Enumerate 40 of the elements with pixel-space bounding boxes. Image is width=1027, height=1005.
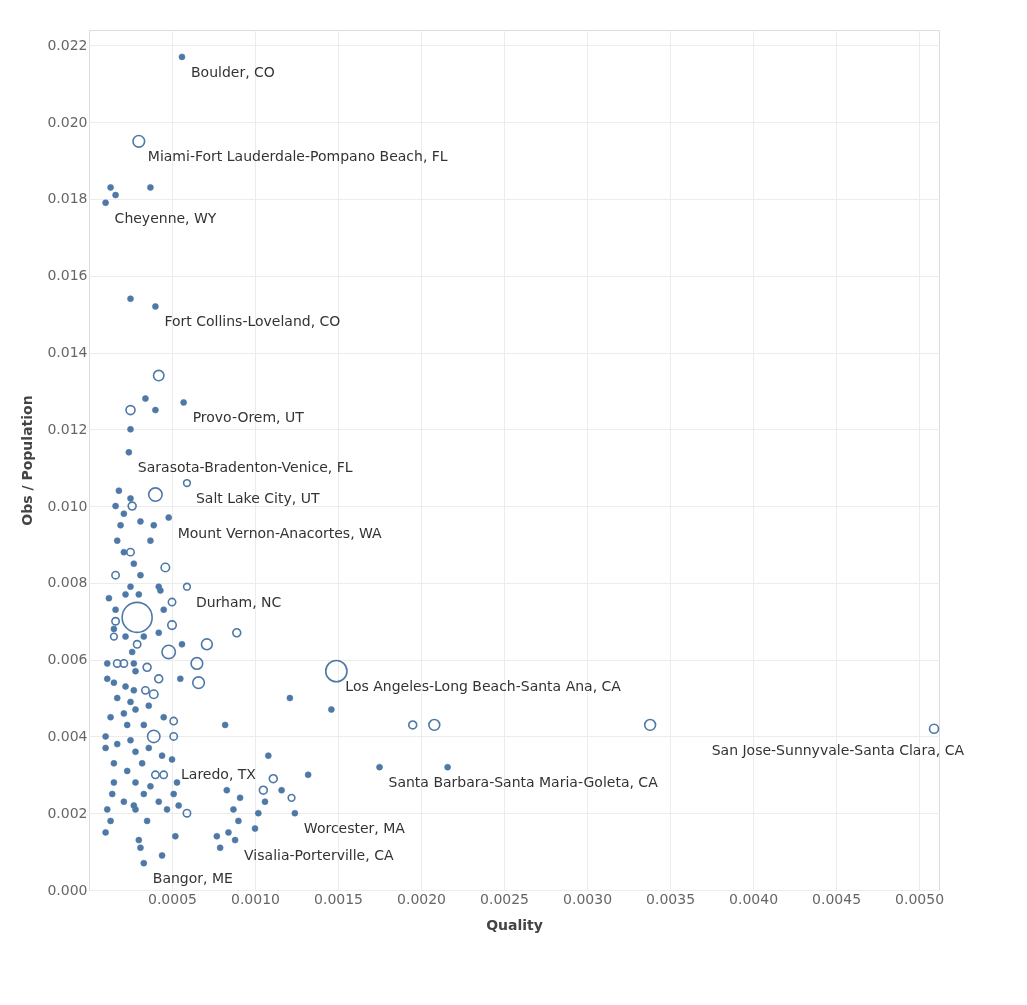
annotation: San Jose-Sunnyvale-Santa Clara, CA	[711, 741, 965, 758]
x-tick-label: 0.0015	[314, 890, 364, 907]
x-tick-label: 0.0010	[231, 890, 281, 907]
y-tick-label: 0.018	[47, 190, 88, 207]
annotation: Miami-Fort Lauderdale-Pompano Beach, FL	[147, 148, 448, 165]
annotation: Cheyenne, WY	[114, 209, 217, 226]
y-tick-label: 0.004	[47, 727, 88, 744]
y-tick-label: 0.012	[47, 420, 88, 437]
y-tick-label: 0.002	[47, 804, 88, 821]
y-tick-label: 0.016	[47, 267, 88, 284]
x-tick-label: 0.0025	[480, 890, 530, 907]
x-tick-label: 0.0050	[895, 890, 945, 907]
annotation: Visalia-Porterville, CA	[244, 847, 394, 864]
annotation: Los Angeles-Long Beach-Santa Ana, CA	[345, 678, 622, 695]
y-tick-label: 0.020	[47, 113, 88, 130]
annotation: Laredo, TX	[181, 766, 257, 783]
y-tick-label: 0.000	[47, 881, 88, 898]
y-tick-label: 0.014	[47, 344, 88, 360]
x-tick-label: 0.0005	[148, 890, 198, 907]
x-tick-label: 0.0040	[729, 890, 779, 907]
annotation: Sarasota-Bradenton-Venice, FL	[137, 459, 353, 476]
x-tick-label: 0.0020	[397, 890, 447, 907]
annotation: Durham, NC	[195, 593, 282, 610]
x-tick-label: 0.0045	[812, 890, 862, 907]
x-tick-label: 0.0030	[563, 890, 613, 907]
annotation: Boulder, CO	[190, 63, 275, 80]
annotation: Provo-Orem, UT	[192, 409, 305, 426]
x-axis-title: Quality	[486, 916, 543, 933]
annotation: Mount Vernon-Anacortes, WA	[177, 524, 383, 541]
annotation: Bangor, ME	[152, 870, 233, 887]
annotation: Worcester, MA	[303, 820, 406, 837]
y-tick-label: 0.022	[47, 36, 88, 53]
y-tick-label: 0.006	[47, 651, 88, 668]
y-tick-label: 0.008	[47, 574, 88, 591]
x-tick-label: 0.0035	[646, 890, 696, 907]
y-tick-label: 0.010	[47, 497, 88, 514]
y-axis-title: Obs / Population	[19, 395, 36, 526]
annotation: Fort Collins-Loveland, CO	[164, 313, 341, 330]
annotation: Salt Lake City, UT	[195, 490, 320, 507]
annotation: Santa Barbara-Santa Maria-Goleta, CA	[388, 774, 659, 791]
